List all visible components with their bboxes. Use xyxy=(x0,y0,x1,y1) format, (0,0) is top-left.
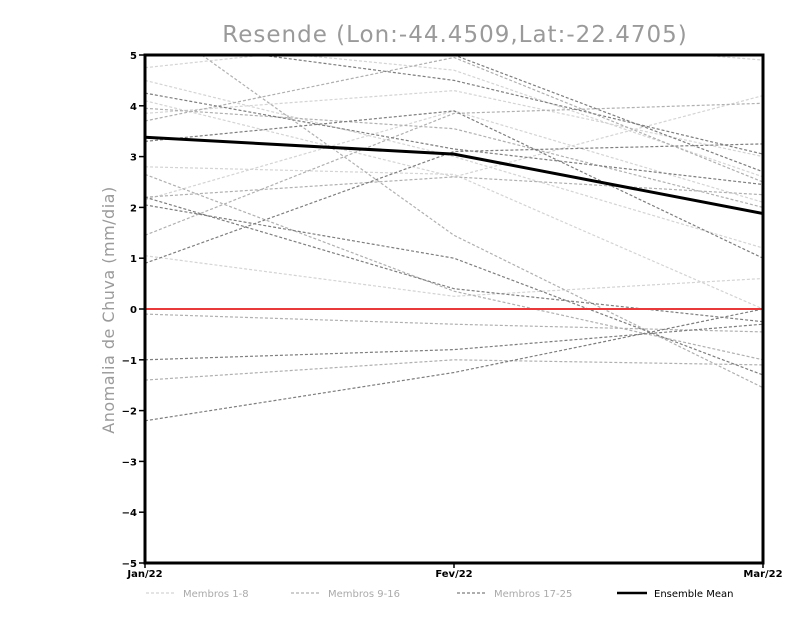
y-tick-label: 4 xyxy=(130,102,137,113)
member-line-g2-6 xyxy=(145,313,763,333)
y-tick-label: 5 xyxy=(130,51,137,62)
chart-title: Resende (Lon:-44.4509,Lat:-22.4705) xyxy=(222,22,687,48)
ensemble-mean-group xyxy=(145,135,763,215)
member-line-g2-2 xyxy=(145,56,763,183)
member-line-g2-4 xyxy=(145,173,763,361)
y-tick-label: −2 xyxy=(122,407,137,418)
y-axis-label: Anomalia de Chuva (mm/dia) xyxy=(99,186,118,433)
member-line-g3-1 xyxy=(145,92,763,186)
y-tick-label: 0 xyxy=(130,305,137,316)
member-line-g2-7 xyxy=(200,55,763,389)
member-series-group xyxy=(145,55,763,422)
x-tick-label: Jan/22 xyxy=(126,569,162,580)
member-line-g2-8 xyxy=(145,176,763,198)
member-line-g3-6 xyxy=(256,55,763,155)
ensemble-mean-line xyxy=(145,135,763,215)
member-line-g2-5 xyxy=(145,359,763,381)
y-tick-label: −5 xyxy=(122,559,137,570)
member-line-g1-7 xyxy=(145,95,763,178)
member-line-g3-2 xyxy=(145,143,763,264)
member-line-g1-2 xyxy=(145,79,763,249)
y-axis-ticks: −5 −4 −3 −2 −1 0 1 2 3 4 5 xyxy=(122,51,145,570)
y-tick-label: −1 xyxy=(122,356,137,367)
y-tick-label: −3 xyxy=(122,457,137,468)
y-tick-label: 1 xyxy=(130,254,137,265)
member-line-g1-4 xyxy=(145,255,763,297)
member-line-g1-5 xyxy=(145,89,763,158)
member-line-g3-3 xyxy=(145,196,763,323)
member-line-g3-4 xyxy=(145,323,763,361)
member-line-g3-7 xyxy=(447,55,763,173)
legend-label: Membros 17-25 xyxy=(494,589,572,600)
member-line-g3-9 xyxy=(145,204,763,376)
member-line-g1-8 xyxy=(293,55,763,178)
y-tick-label: −4 xyxy=(122,508,137,519)
legend-label: Ensemble Mean xyxy=(654,589,733,600)
x-axis-ticks: Jan/22 Fev/22 Mar/22 xyxy=(126,563,783,580)
x-tick-label: Mar/22 xyxy=(743,569,782,580)
x-tick-label: Fev/22 xyxy=(435,569,472,580)
member-line-g3-8 xyxy=(145,110,763,259)
y-tick-label: 2 xyxy=(130,203,137,214)
legend: Membros 1-8 Membros 9-16 Membros 17-25 Ense… xyxy=(146,589,733,600)
member-line-g2-3 xyxy=(145,107,763,208)
y-tick-label: 3 xyxy=(130,153,137,164)
member-line-g2-1 xyxy=(145,102,763,236)
member-line-g1-3 xyxy=(145,166,763,310)
legend-label: Membros 1-8 xyxy=(183,589,249,600)
member-line-g3-5 xyxy=(145,308,763,422)
legend-label: Membros 9-16 xyxy=(328,589,400,600)
member-line-g1-6 xyxy=(145,110,763,203)
